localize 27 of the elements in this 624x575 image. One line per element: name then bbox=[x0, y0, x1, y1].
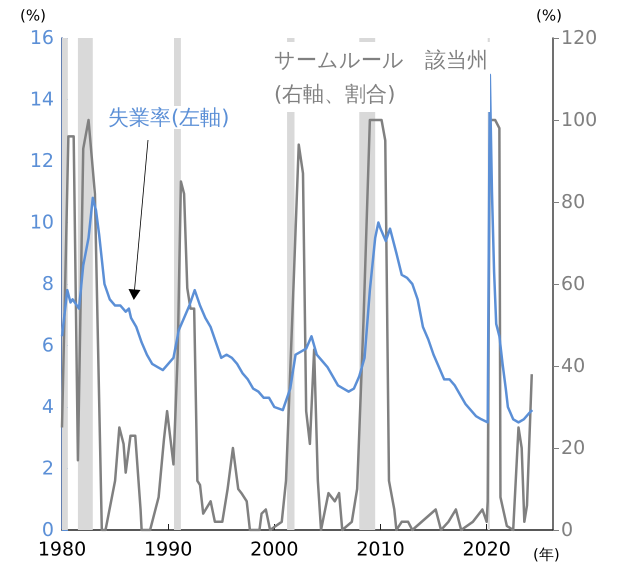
y2-axis-title: (%) bbox=[536, 6, 562, 24]
x-tick-label: 2020 bbox=[462, 538, 511, 560]
x-tick-label: 2010 bbox=[356, 538, 405, 560]
y2-tick-label: 80 bbox=[561, 191, 586, 213]
x-tick-label: 1980 bbox=[38, 538, 86, 560]
line-series bbox=[60, 74, 534, 424]
series-label: サームルール 該当州 (右軸、割合) bbox=[274, 48, 488, 106]
y2-tick-label: 40 bbox=[561, 355, 586, 377]
y-tick-label: 6 bbox=[42, 334, 54, 356]
y2-tick-label: 120 bbox=[561, 27, 598, 49]
y2-tick-label: 60 bbox=[561, 273, 586, 295]
y-tick-label: 10 bbox=[30, 212, 54, 234]
y-tick-label: 4 bbox=[42, 396, 54, 418]
y2-tick-label: 100 bbox=[561, 109, 598, 131]
x-tick-label: 2000 bbox=[250, 538, 299, 560]
y-tick-label: 16 bbox=[30, 27, 54, 49]
y2-tick-label: 20 bbox=[561, 437, 586, 459]
x-axis-title: (年) bbox=[533, 546, 560, 564]
y-tick-label: 12 bbox=[30, 150, 54, 172]
y-tick-label: 8 bbox=[42, 273, 54, 295]
y-tick-label: 14 bbox=[30, 88, 54, 110]
y-tick-label: 2 bbox=[42, 458, 54, 480]
y-axis-title: (%) bbox=[20, 6, 46, 24]
x-tick-label: 1990 bbox=[144, 538, 192, 560]
y-tick-label: 0 bbox=[42, 519, 54, 541]
y2-tick-label: 0 bbox=[561, 519, 574, 541]
text: 失業率(左軸) bbox=[108, 106, 230, 130]
